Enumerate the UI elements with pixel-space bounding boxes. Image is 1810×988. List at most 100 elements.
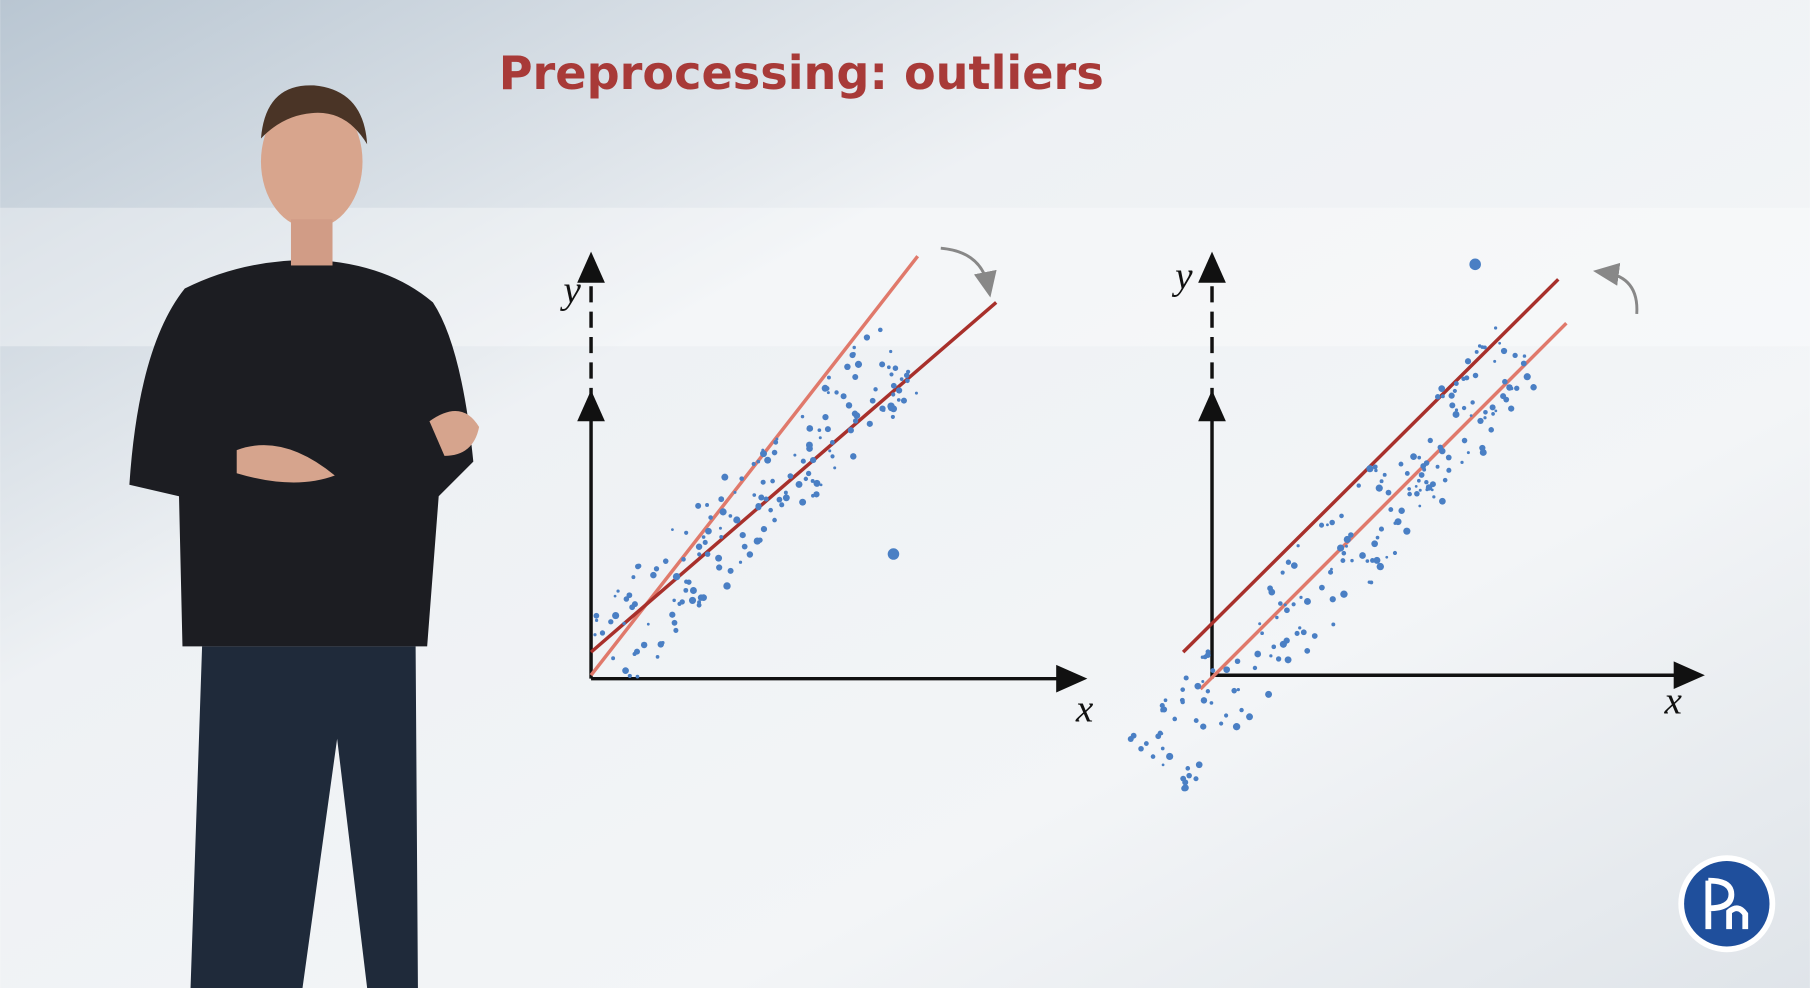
scatter-dot	[697, 600, 702, 605]
scatter-dot	[1294, 630, 1300, 636]
scatter-dot	[718, 496, 725, 503]
presenter	[129, 85, 480, 988]
scatter-dot	[782, 494, 790, 502]
scatter-dot	[887, 402, 895, 410]
scatter-dot	[1180, 687, 1186, 692]
scatter-dot	[686, 579, 692, 585]
scatter-dot	[805, 470, 812, 477]
scatter-dot	[702, 539, 708, 546]
scatter-dot	[1388, 507, 1394, 513]
scatter-dot	[756, 459, 761, 464]
scatter-dot	[779, 502, 785, 508]
scatter-dot	[1375, 484, 1383, 492]
scatter-dot	[689, 587, 697, 594]
scatter-dot	[1508, 405, 1515, 412]
scatter-dot	[818, 436, 822, 440]
scatter-dot	[653, 566, 660, 572]
scatter-dot	[594, 618, 599, 623]
x-axis-label: x	[1663, 679, 1682, 722]
scatter-dot	[810, 456, 817, 464]
scatter-dot	[845, 402, 853, 409]
scatter-dot	[657, 641, 665, 648]
scatter-dot	[696, 602, 702, 608]
scatter-dot	[1195, 761, 1203, 769]
scatter-dot	[1398, 461, 1404, 467]
scatter-dot	[631, 575, 636, 580]
scatter-dot	[1393, 521, 1397, 525]
scatter-dot	[852, 418, 859, 424]
scatter-dot	[826, 391, 830, 395]
scatter-dot	[681, 557, 686, 562]
scatter-dot	[612, 611, 620, 620]
scatter-dot	[834, 390, 839, 395]
scatter-dot	[1166, 752, 1174, 761]
scatter-dot	[1418, 472, 1425, 478]
left-plot: y x	[559, 246, 1094, 730]
scatter-dot	[1392, 550, 1398, 556]
scatter-dot	[757, 537, 763, 543]
scatter-dot	[1283, 603, 1287, 607]
scatter-dot	[892, 365, 899, 371]
scatter-dot	[1172, 716, 1178, 722]
logo	[1678, 855, 1776, 953]
scatter-dot	[1503, 396, 1510, 403]
scatter-dot	[616, 589, 620, 593]
x-axis-label: x	[1075, 687, 1094, 730]
scatter-dot	[655, 655, 660, 659]
scatter-dot	[704, 551, 711, 557]
scatter-dot	[1329, 596, 1336, 603]
scatter-dot	[1369, 580, 1374, 585]
scatter-dot	[1483, 409, 1488, 415]
scatter-dot	[896, 398, 901, 402]
scatter-dot	[684, 530, 689, 535]
scatter-dot	[1461, 405, 1467, 411]
scatter-dot	[1438, 385, 1446, 392]
scatter-dot	[1328, 569, 1334, 575]
scatter-dot	[752, 493, 757, 497]
scatter-dot	[1448, 392, 1455, 399]
scatter-dot	[1271, 644, 1277, 650]
scatter-dot	[1442, 477, 1448, 483]
scatter-dot	[1427, 437, 1433, 444]
scatter-dot	[877, 327, 883, 333]
scatter-dot	[760, 525, 768, 533]
scatter-dot	[1410, 453, 1417, 460]
scatter-dot	[1185, 766, 1191, 771]
scatter-dot	[1523, 373, 1531, 381]
scatter-dot	[1385, 489, 1392, 496]
scatter-dot	[708, 515, 713, 520]
scatter-dot	[635, 674, 640, 679]
scatter-dot	[1130, 732, 1137, 739]
scatter-dot	[1461, 437, 1468, 444]
scatter-dot	[672, 598, 676, 603]
scatter-dot	[1530, 384, 1537, 391]
scatter-dot	[1420, 463, 1427, 469]
scatter-dot	[1439, 497, 1446, 505]
scatter-dot	[1418, 504, 1422, 508]
scatter-dot	[760, 450, 767, 458]
scatter-dot	[1304, 597, 1311, 605]
scatter-dot	[622, 621, 626, 626]
scatter-dot	[1449, 402, 1456, 409]
scatter-dot	[891, 392, 896, 397]
scatter-dot	[770, 478, 775, 484]
scatter-dot	[739, 476, 744, 481]
scatter-dot	[1201, 679, 1205, 683]
scatter-dot	[1260, 631, 1264, 636]
scatter-dot	[1186, 772, 1192, 779]
scatter-dot	[733, 516, 741, 524]
scatter-dot	[1498, 341, 1502, 345]
scatter-dot	[697, 552, 702, 557]
scatter-dot	[1407, 487, 1412, 491]
scatter-dot	[1435, 394, 1441, 400]
scatter-dot	[1477, 344, 1482, 348]
scatter-dot	[1234, 658, 1241, 665]
scatter-dot	[688, 596, 697, 604]
scatter-dot	[1278, 601, 1283, 606]
scatter-dot	[795, 480, 803, 488]
scatter-dot	[1163, 698, 1168, 703]
scatter-dot	[1500, 347, 1508, 355]
scatter-dot	[850, 453, 857, 460]
scatter-dot	[1371, 540, 1378, 548]
scatter-dot	[1210, 668, 1216, 674]
